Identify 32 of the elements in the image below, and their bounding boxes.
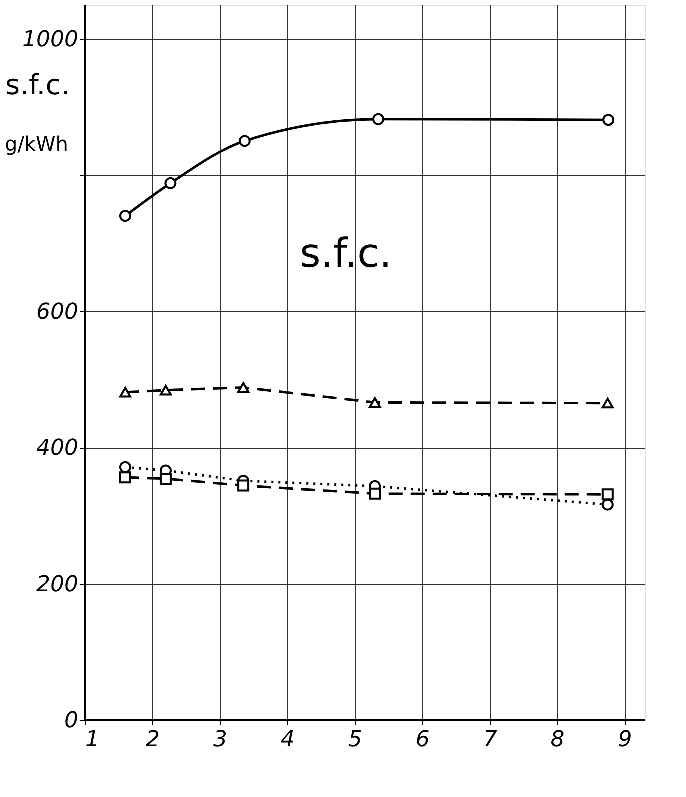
- point: [160, 472, 172, 485]
- point: [602, 488, 614, 501]
- y-tick-label: 1000: [22, 28, 78, 53]
- x-tick-label: 1: [86, 728, 100, 752]
- y-tick-label: 600: [36, 300, 78, 325]
- point: [238, 480, 250, 492]
- point: [602, 114, 615, 126]
- point: [369, 488, 382, 500]
- point: [372, 113, 384, 126]
- point: [238, 382, 250, 394]
- point: [119, 387, 132, 398]
- x-tick-label: 7: [483, 728, 498, 752]
- y-axis-title: s.f.c.: [6, 68, 70, 102]
- point: [164, 177, 177, 190]
- x-tick-label: 5: [348, 728, 362, 752]
- point: [119, 472, 132, 484]
- y-tick-label: 400: [36, 436, 78, 462]
- x-tick-label: 2: [146, 728, 160, 752]
- y-tick-label: 200: [36, 572, 78, 598]
- point: [160, 385, 172, 396]
- text: g/kWh: [5, 132, 68, 156]
- x-tick-label: 3: [213, 728, 228, 752]
- point: [119, 210, 132, 222]
- x-tick-label: 6: [416, 728, 430, 752]
- x-tick-label: 9: [618, 728, 632, 752]
- point: [238, 135, 251, 148]
- y-tick-label: 0: [64, 708, 78, 734]
- point: [602, 398, 614, 409]
- x-tick-label: 8: [550, 728, 565, 752]
- x-tick-label: 4: [280, 728, 295, 752]
- point: [119, 461, 132, 474]
- point: [369, 397, 382, 408]
